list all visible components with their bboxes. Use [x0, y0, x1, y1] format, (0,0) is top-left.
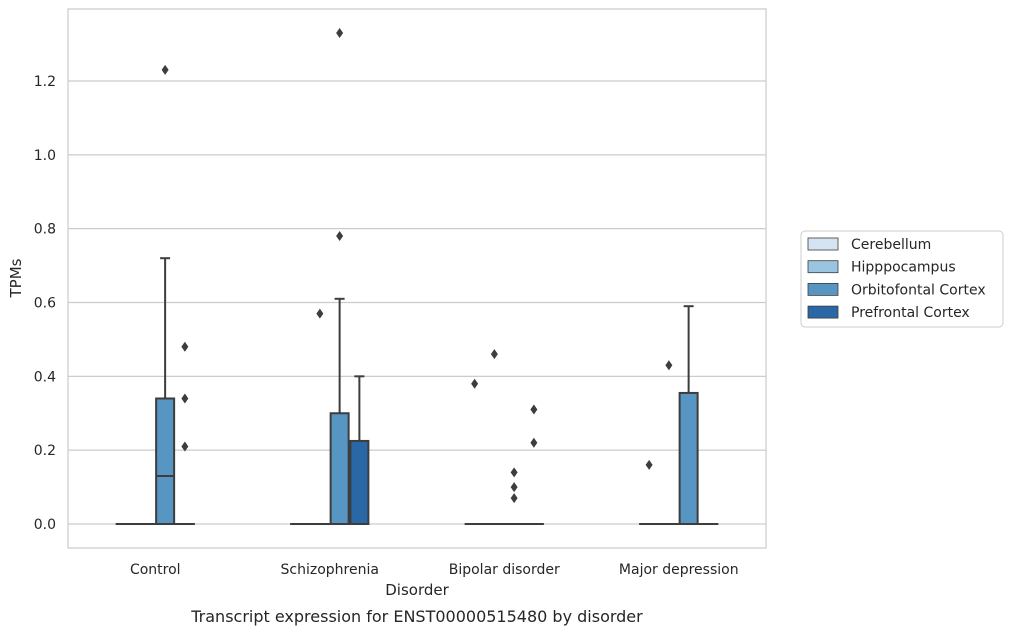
outlier-point: [530, 438, 537, 448]
outlier-point: [491, 349, 498, 359]
box-group: [640, 460, 658, 524]
box-group: [505, 467, 523, 524]
outlier-point: [511, 493, 518, 503]
box: [331, 413, 349, 524]
x-tick-label: Major depression: [619, 562, 739, 578]
legend-label: Cerebellum: [851, 237, 931, 253]
box-group: [350, 376, 368, 524]
box-group: [331, 28, 349, 524]
box-group: [311, 309, 329, 524]
box: [156, 398, 174, 524]
legend-swatch: [808, 238, 838, 250]
box-group: [176, 342, 194, 524]
y-tick-label: 0.8: [34, 222, 56, 238]
x-axis-ticks: Control Schizophrenia Bipolar disorder Majo…: [130, 562, 739, 578]
figure-caption: Transcript expression for ENST0000051548…: [190, 607, 643, 626]
outlier-point: [336, 231, 343, 241]
y-tick-label: 1.0: [34, 148, 56, 164]
legend-swatch: [808, 283, 838, 295]
legend-swatch: [808, 261, 838, 273]
box-group: [525, 405, 543, 524]
box: [350, 441, 368, 524]
y-tick-label: 1.2: [34, 74, 56, 90]
outlier-point: [316, 309, 323, 319]
box-group: [660, 360, 678, 524]
outlier-point: [511, 467, 518, 477]
y-tick-label: 0.0: [34, 517, 56, 533]
legend-swatch: [808, 306, 838, 318]
y-tick-label: 0.2: [34, 443, 56, 459]
outlier-point: [530, 405, 537, 415]
legend-label: Hipppocampus: [851, 260, 956, 276]
box-group: [485, 349, 503, 524]
outlier-point: [162, 65, 169, 75]
legend-label: Prefrontal Cortex: [851, 305, 970, 321]
outlier-point: [471, 379, 478, 389]
box-group: [466, 379, 484, 524]
outlier-point: [511, 482, 518, 492]
box: [680, 393, 698, 524]
legend: Cerebellum Hipppocampus Orbitofontal Corte…: [801, 231, 1003, 327]
outlier-point: [181, 342, 188, 352]
y-axis-ticks: 0.0 0.2 0.4 0.6 0.8 1.0 1.2: [34, 74, 56, 533]
y-tick-label: 0.4: [34, 369, 56, 385]
outlier-point: [665, 360, 672, 370]
outlier-point: [181, 393, 188, 403]
x-tick-label: Control: [130, 562, 181, 578]
x-tick-label: Schizophrenia: [281, 562, 379, 578]
outlier-point: [646, 460, 653, 470]
x-tick-label: Bipolar disorder: [449, 562, 560, 578]
outlier-point: [336, 28, 343, 38]
box-group: [680, 306, 698, 524]
y-tick-label: 0.6: [34, 295, 56, 311]
box-group: [156, 65, 174, 524]
legend-label: Orbitofontal Cortex: [851, 282, 986, 298]
x-axis-label: Disorder: [385, 581, 449, 599]
y-axis-label: TPMs: [7, 258, 25, 298]
